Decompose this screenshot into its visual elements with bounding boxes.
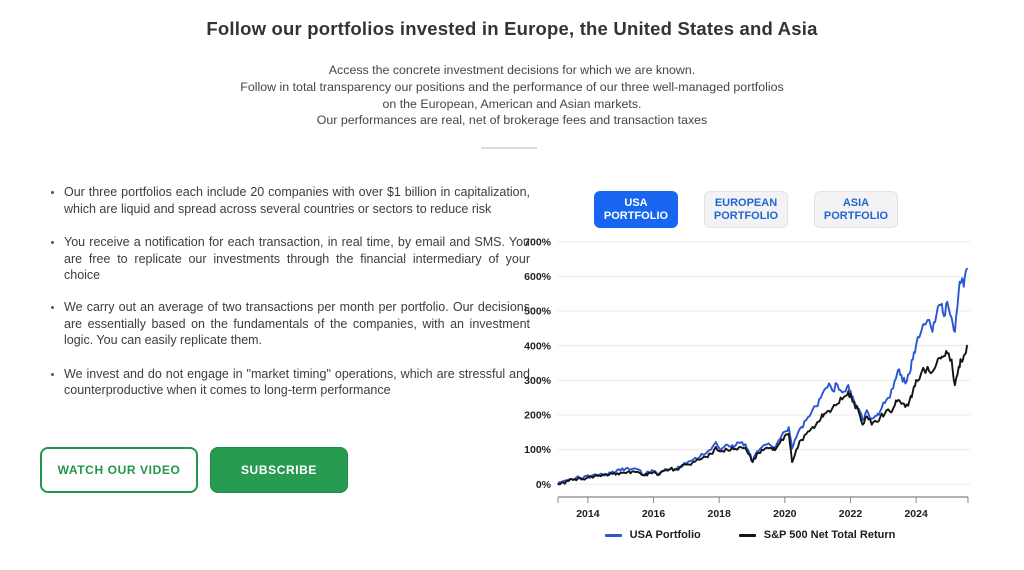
- y-tick-label: 500%: [524, 306, 552, 318]
- sp500-line: [557, 344, 968, 486]
- x-tick-label: 2022: [839, 508, 863, 520]
- legend-item-sp500: S&P 500 Net Total Return: [738, 529, 896, 541]
- usa-line-swatch: [604, 533, 622, 537]
- y-tick-label: 700%: [524, 236, 552, 248]
- chart-legend: USA Portfolio S&P 500 Net Total Return: [515, 529, 985, 541]
- y-tick-label: 300%: [524, 375, 552, 387]
- performance-chart-svg: 0% 100% 200% 300% 400% 500% 600% 700% 2014 2016 20…: [524, 236, 970, 520]
- portfolio-tabs: USA PORTFOLIO EUROPEAN PORTFOLIO ASIA PO…: [594, 191, 898, 228]
- bullet-item: We carry out an average of two transacti…: [64, 299, 530, 349]
- legend-item-usa: USA Portfolio: [604, 529, 701, 541]
- subtitle-line: on the European, American and Asian mark…: [382, 96, 642, 111]
- legend-label: S&P 500 Net Total Return: [763, 529, 896, 541]
- tab-european-portfolio[interactable]: EUROPEAN PORTFOLIO: [704, 191, 788, 228]
- y-tick-label: 100%: [524, 444, 552, 456]
- action-buttons: WATCH OUR VIDEO SUBSCRIBE: [40, 447, 348, 493]
- x-tick-label: 2018: [707, 508, 731, 520]
- bullet-item: You receive a notification for each tran…: [64, 234, 530, 284]
- y-tick-label: 400%: [524, 340, 552, 352]
- tab-usa-portfolio[interactable]: USA PORTFOLIO: [594, 191, 678, 228]
- x-tick-label: 2024: [904, 508, 928, 520]
- subtitle-line: Follow in total transparency our positio…: [240, 79, 784, 94]
- x-tick-label: 2014: [576, 508, 600, 520]
- y-tick-label: 200%: [524, 410, 552, 422]
- x-tick-label: 2016: [642, 508, 666, 520]
- performance-chart: 0% 100% 200% 300% 400% 500% 600% 700% 2014 2016 20…: [515, 232, 985, 528]
- y-tick-label: 0%: [536, 479, 552, 491]
- page-title: Follow our portfolios invested in Europe…: [206, 18, 818, 39]
- subtitle-line: Access the concrete investment decisions…: [328, 63, 696, 77]
- bullet-item: We invest and do not engage in "market t…: [64, 366, 530, 399]
- bullet-item: Our three portfolios each include 20 com…: [64, 184, 530, 217]
- usa-portfolio-line: [557, 267, 968, 485]
- section-divider: [481, 147, 537, 149]
- tab-asia-portfolio[interactable]: ASIA PORTFOLIO: [814, 191, 898, 228]
- subscribe-button[interactable]: SUBSCRIBE: [210, 447, 348, 493]
- y-tick-label: 600%: [524, 271, 552, 283]
- legend-label: USA Portfolio: [629, 529, 701, 541]
- watch-video-button[interactable]: WATCH OUR VIDEO: [40, 447, 198, 493]
- sp500-line-swatch: [738, 533, 756, 537]
- feature-bullet-list: Our three portfolios each include 20 com…: [40, 184, 530, 416]
- x-tick-label: 2020: [773, 508, 797, 520]
- subtitle: Access the concrete investment decisions…: [0, 62, 1024, 129]
- subtitle-line: Our performances are real, net of broker…: [316, 113, 708, 128]
